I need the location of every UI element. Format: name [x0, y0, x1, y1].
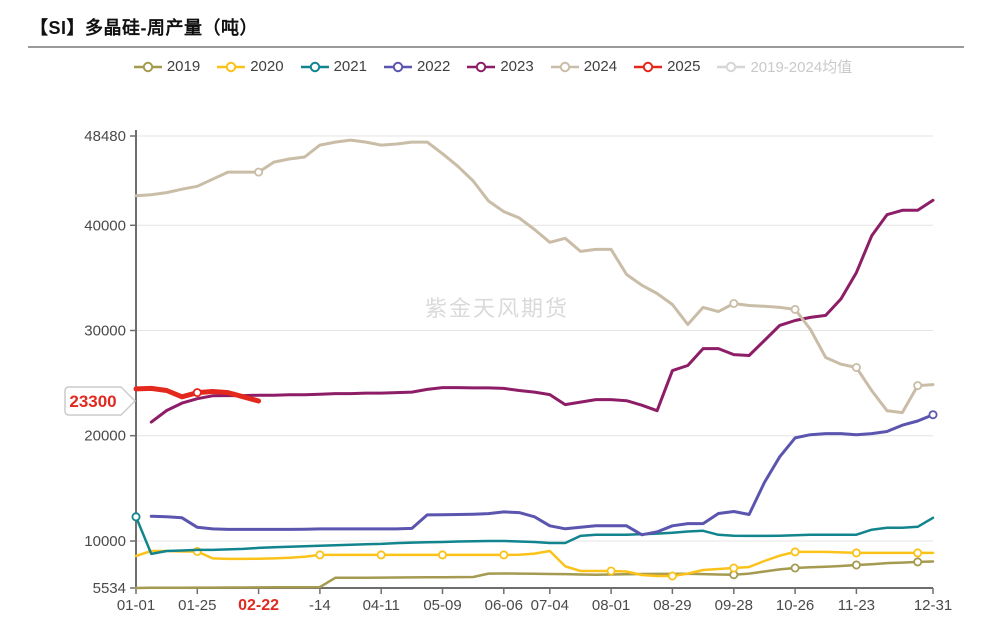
legend-label: 2020 — [250, 58, 284, 75]
data-point-marker — [729, 298, 739, 308]
legend-marker-icon — [383, 61, 412, 72]
legend-label: 2022 — [416, 58, 451, 75]
legend-marker-icon — [634, 61, 663, 72]
legend-marker-icon — [133, 61, 162, 72]
y-axis-label: 48480 — [84, 128, 126, 145]
legend-label: 2023 — [500, 58, 534, 75]
data-point-marker — [606, 566, 616, 576]
legend-item-2020[interactable]: 2020 — [217, 58, 284, 75]
legend-label: 2019-2024均值 — [750, 59, 853, 76]
data-point-marker — [790, 547, 800, 557]
y-axis-label: 40000 — [84, 217, 126, 234]
value-badge-text: 23300 — [69, 392, 116, 411]
data-point-marker — [254, 167, 264, 177]
data-point-marker — [315, 550, 325, 560]
y-axis-label: 5534 — [93, 580, 126, 597]
x-axis-label: 10-26 — [776, 597, 814, 614]
legend-marker-icon — [717, 61, 746, 72]
legend-label: 2019 — [166, 58, 201, 75]
chart-title: 【SI】多晶硅-周产量（吨） — [30, 18, 258, 38]
series-line-2020 — [134, 547, 935, 581]
legend-marker-icon — [217, 61, 246, 72]
x-axis-label: 08-01 — [592, 597, 630, 614]
x-axis-label: 01-25 — [178, 597, 216, 614]
watermark: 紫金天风期货 — [425, 296, 569, 321]
title-divider — [28, 46, 964, 48]
chart-legend: 2019 2020 2021 2022 2023 2024 2025 2019-2024均值 — [0, 56, 986, 77]
data-point-marker — [499, 550, 509, 560]
data-point-marker — [913, 548, 923, 558]
series-line-2021 — [131, 512, 935, 556]
series-line-2024 — [134, 138, 935, 415]
data-point-marker — [790, 304, 800, 314]
legend-item-2021[interactable]: 2021 — [300, 58, 367, 75]
x-axis-label: 05-09 — [423, 597, 461, 614]
data-point-marker — [376, 550, 386, 560]
value-badge: 23300 — [64, 386, 137, 416]
legend-label: 2024 — [583, 58, 618, 75]
x-axis-label: 06-06 — [485, 597, 523, 614]
y-axis-label: 30000 — [84, 323, 126, 340]
data-point-marker — [437, 550, 447, 560]
x-axis-label: 12-31 — [914, 597, 952, 614]
data-point-marker — [851, 560, 861, 570]
x-axis-label: 07-04 — [531, 597, 569, 614]
data-point-marker — [192, 388, 202, 398]
x-axis-label: 04-11 — [363, 597, 400, 614]
series-line-2022 — [149, 410, 938, 537]
x-axis-label: 11-23 — [838, 597, 875, 614]
data-point-marker — [131, 512, 141, 522]
data-point-marker — [729, 563, 739, 573]
legend-item-2024[interactable]: 2024 — [550, 58, 618, 75]
x-axis-label: 09-28 — [715, 597, 753, 614]
x-axis-label-highlight: 02-22 — [238, 597, 279, 614]
series-line-2025 — [133, 385, 262, 404]
legend-item-2019-2024均值[interactable]: 2019-2024均值 — [717, 56, 852, 77]
legend-label: 2025 — [667, 58, 701, 75]
legend-marker-icon — [300, 61, 329, 72]
data-point-marker — [851, 548, 861, 558]
data-point-marker — [928, 410, 938, 420]
series-line-2019 — [134, 557, 935, 590]
legend-marker-icon — [550, 61, 579, 72]
legend-marker-icon — [467, 61, 496, 72]
y-axis-label: 20000 — [84, 428, 126, 445]
x-axis-label: -14 — [309, 597, 331, 614]
legend-item-2019[interactable]: 2019 — [133, 58, 201, 75]
data-point-marker — [667, 571, 677, 581]
legend-item-2022[interactable]: 2022 — [383, 58, 451, 75]
data-point-marker — [913, 557, 923, 567]
data-point-marker — [790, 563, 800, 573]
x-axis-label: 01-01 — [117, 597, 155, 614]
data-point-marker — [913, 381, 923, 391]
legend-item-2025[interactable]: 2025 — [634, 58, 700, 75]
legend-item-2023[interactable]: 2023 — [467, 58, 534, 75]
legend-label: 2021 — [333, 58, 367, 75]
data-point-marker — [851, 362, 861, 372]
y-axis-label: 10000 — [84, 533, 126, 550]
x-axis-label: 08-29 — [653, 597, 691, 614]
